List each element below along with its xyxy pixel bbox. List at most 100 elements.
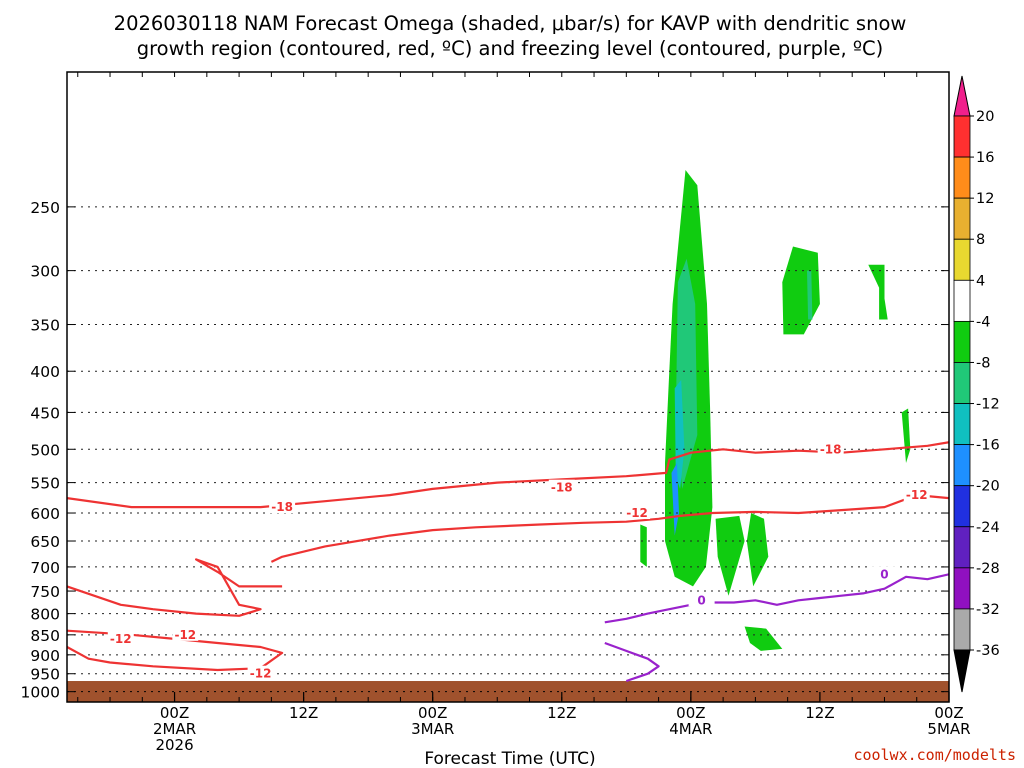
contour-line <box>67 441 949 509</box>
colorbar-label: -28 <box>976 561 1000 577</box>
omega-region <box>674 379 685 489</box>
colorbar: 20 16 12 8 4 -4 -8 -12 -16 -20 -24 -28 -32 -36 <box>953 75 1000 693</box>
x-tick-label: 00Z <box>160 704 189 722</box>
x-tick-label: 2MAR <box>153 720 196 738</box>
y-tick-label: 900 <box>30 647 60 665</box>
omega-region <box>640 524 647 567</box>
colorbar-label: -16 <box>976 438 1000 454</box>
colorbar-swatch <box>953 197 971 240</box>
colorbar-swatch <box>953 279 971 322</box>
chart-title-line-1: 2026030118 NAM Forecast Omega (shaded, μ… <box>114 12 907 35</box>
colorbar-label: -20 <box>976 479 1000 495</box>
contour-line <box>67 629 284 672</box>
x-tick-label: 00Z <box>934 704 963 722</box>
contour-label: -12 <box>110 632 132 646</box>
contour-label: -18 <box>551 481 573 495</box>
colorbar-swatch <box>953 156 971 199</box>
contour-label-bg <box>548 479 575 494</box>
colorbar-label: 4 <box>976 273 985 289</box>
contour-label-bg <box>688 592 715 607</box>
y-tick-label: 300 <box>30 263 60 281</box>
x-axis-title: Forecast Time (UTC) <box>424 749 595 768</box>
colorbar-swatch <box>953 485 971 528</box>
contour-label: -12 <box>626 506 648 520</box>
contour-line <box>604 641 660 683</box>
colorbar-swatch <box>953 526 971 569</box>
y-tick-label: 850 <box>30 627 60 645</box>
x-tick-label: 00Z <box>418 704 447 722</box>
omega-region <box>901 408 911 463</box>
plot-frame <box>66 71 950 703</box>
contour-line <box>67 558 283 617</box>
colorbar-swatch <box>953 238 971 281</box>
contour-label-bg <box>817 441 844 456</box>
y-tick-label: 1000 <box>21 684 60 702</box>
y-tick-label: 400 <box>30 363 60 381</box>
contour-label: 0 <box>697 593 705 607</box>
credit-text: coolwx.com/modelts <box>853 746 1016 764</box>
contour-label: -12 <box>250 667 272 681</box>
y-tick-label: 250 <box>30 199 60 217</box>
contour-layer: -18 -18 -18 -12 -12 -12 -12 -12 0 0 <box>67 441 949 683</box>
contour-label-bg <box>172 626 199 641</box>
colorbar-label: -24 <box>976 520 1000 536</box>
contour-label-bg <box>269 499 296 514</box>
x-tick-label: 12Z <box>547 704 576 722</box>
contour-label: 0 <box>880 567 888 581</box>
contour-label: -12 <box>174 628 196 642</box>
contour-label-bg <box>247 665 274 680</box>
colorbar-label: -36 <box>976 643 1000 659</box>
colorbar-label: -32 <box>976 602 1000 618</box>
x-tick-label: 2026 <box>155 736 193 754</box>
contour-label-bg <box>107 630 134 645</box>
contour-label: -12 <box>906 488 928 502</box>
contour-label-bg <box>903 487 930 502</box>
y-tick-label: 650 <box>30 533 60 551</box>
omega-region <box>782 246 820 335</box>
x-tick-label: 3MAR <box>411 720 454 738</box>
colorbar-swatch <box>953 362 971 404</box>
x-tick-label: 4MAR <box>669 720 712 738</box>
contour-label-bg <box>624 505 651 520</box>
y-tick-label: 750 <box>30 583 60 601</box>
colorbar-label: 8 <box>976 232 985 248</box>
y-tick-label: 500 <box>30 441 60 459</box>
omega-region <box>746 513 769 587</box>
omega-region <box>715 515 745 596</box>
colorbar-label: -4 <box>976 314 990 330</box>
omega-region <box>744 626 783 651</box>
contour-label-bg <box>871 566 898 581</box>
colorbar-label: -12 <box>976 397 1000 413</box>
pressure-gridlines <box>67 206 949 693</box>
ground-layer <box>67 681 949 702</box>
colorbar-top-arrow <box>953 75 971 117</box>
y-tick-label: 700 <box>30 559 60 577</box>
colorbar-swatch <box>953 115 971 158</box>
x-tick-label: 12Z <box>805 704 834 722</box>
colorbar-label: 16 <box>976 150 994 166</box>
omega-region <box>807 270 813 320</box>
omega-region <box>868 264 888 320</box>
colorbar-swatch <box>953 567 971 610</box>
contour-label: -18 <box>271 500 293 514</box>
y-axis: 250 300 350 400 450 500 550 600 650 700 750 800 850 9… <box>21 199 949 702</box>
contour-line <box>604 573 949 624</box>
colorbar-bottom-arrow <box>953 649 971 693</box>
x-tick-label: 5MAR <box>927 720 970 738</box>
x-tick-label: 12Z <box>289 704 318 722</box>
chart-title-line-2: growth region (contoured, red, ºC) and f… <box>137 37 884 60</box>
colorbar-swatch <box>953 608 971 651</box>
y-tick-label: 600 <box>30 505 60 523</box>
contour-label: -18 <box>820 442 842 456</box>
y-tick-label: 350 <box>30 317 60 335</box>
colorbar-label: 20 <box>976 109 994 125</box>
omega-shading-layer <box>101 170 911 681</box>
colorbar-label: -8 <box>976 355 990 371</box>
y-tick-label: 550 <box>30 475 60 493</box>
omega-region <box>671 463 679 536</box>
omega-region <box>368 319 396 405</box>
x-tick-label: 00Z <box>676 704 705 722</box>
y-tick-label: 800 <box>30 606 60 624</box>
